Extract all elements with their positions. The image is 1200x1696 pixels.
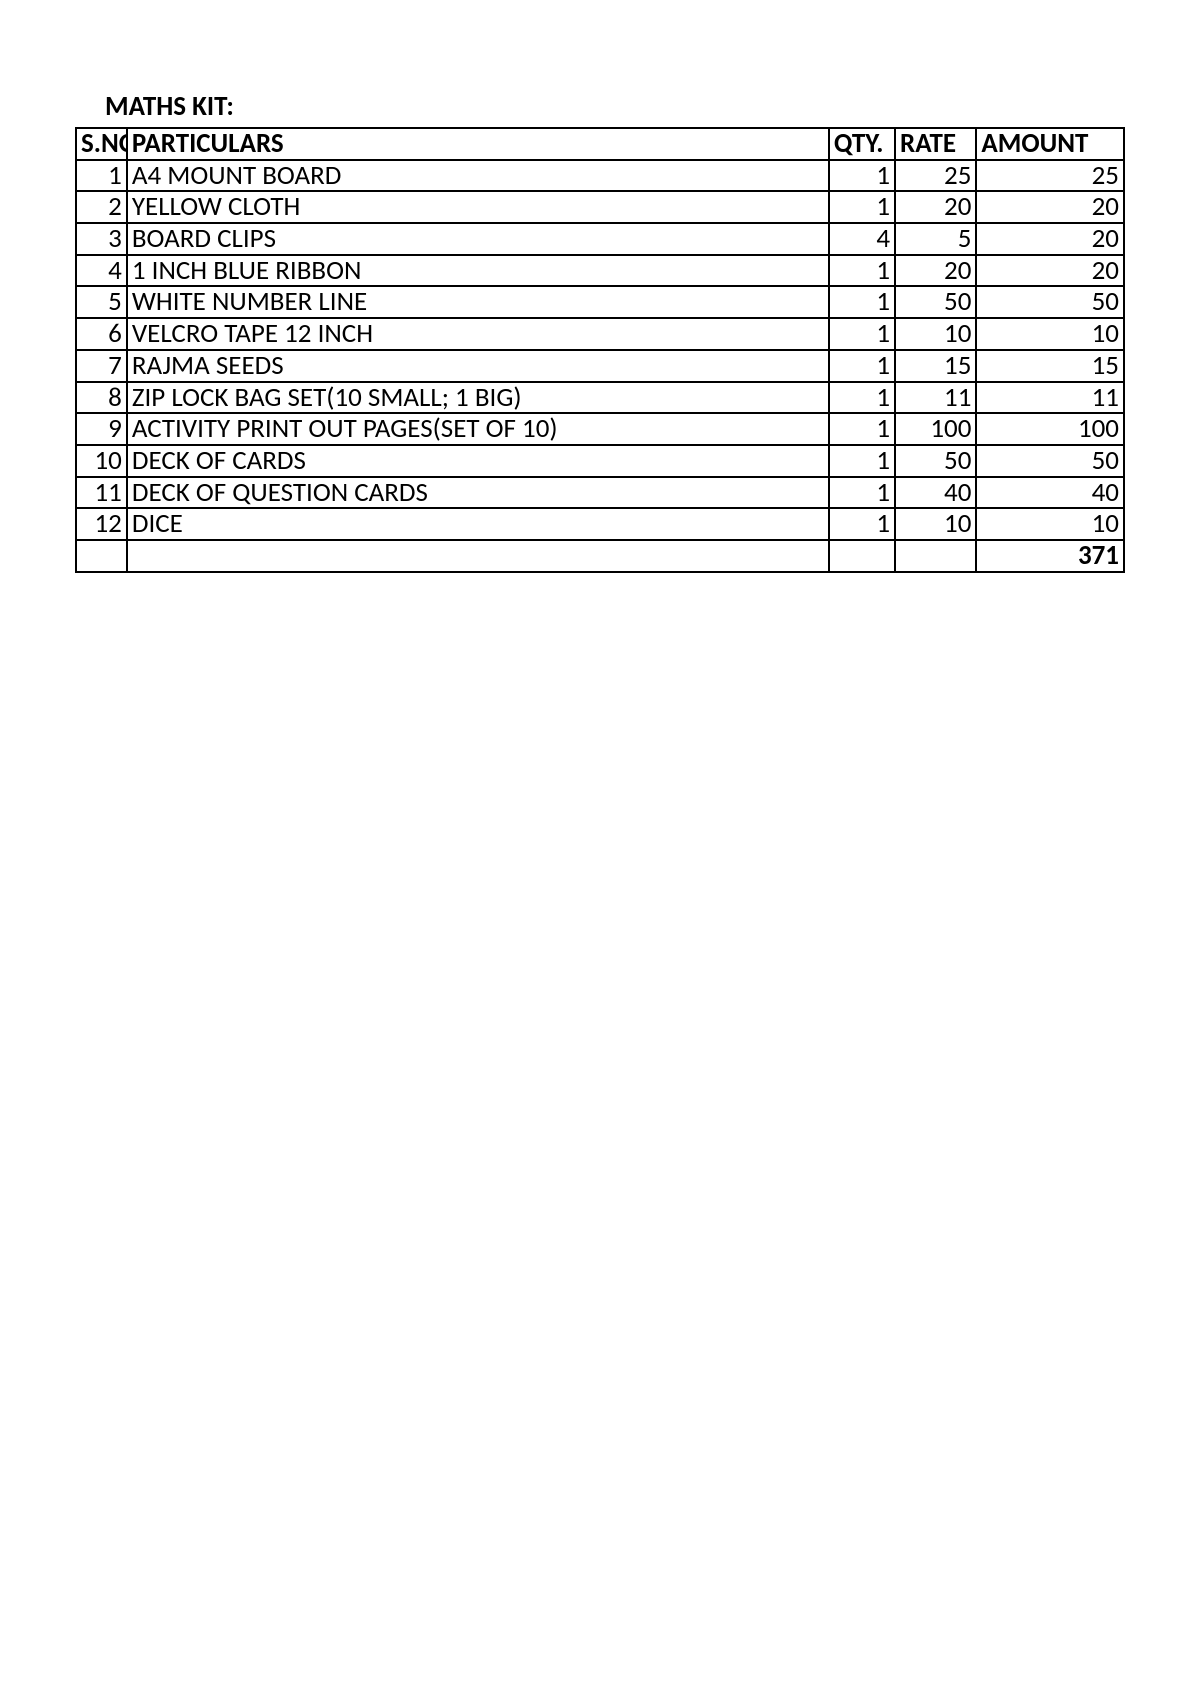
table-row: 1A4 MOUNT BOARD12525 [76,160,1124,192]
cell-rate: 20 [895,255,976,287]
cell-sno: 1 [76,160,127,192]
cell-qty: 1 [829,477,895,509]
cell-qty-empty [829,540,895,572]
table-total-row: 371 [76,540,1124,572]
cell-sno: 8 [76,382,127,414]
cell-qty: 1 [829,508,895,540]
cell-particulars: YELLOW CLOTH [127,191,829,223]
table-row: 6VELCRO TAPE 12 INCH11010 [76,318,1124,350]
table-row: 5WHITE NUMBER LINE15050 [76,286,1124,318]
cell-sno: 9 [76,413,127,445]
cell-amount: 10 [976,508,1124,540]
cell-qty: 1 [829,286,895,318]
cell-particulars: 1 INCH BLUE RIBBON [127,255,829,287]
cell-sno: 10 [76,445,127,477]
cell-qty: 1 [829,160,895,192]
table-header-row: S.NO PARTICULARS QTY. RATE AMOUNT [76,128,1124,160]
cell-amount: 10 [976,318,1124,350]
col-header-amount: AMOUNT [976,128,1124,160]
cell-rate: 50 [895,286,976,318]
cell-particulars: ACTIVITY PRINT OUT PAGES(SET OF 10) [127,413,829,445]
table-row: 11DECK OF QUESTION CARDS14040 [76,477,1124,509]
cell-rate: 40 [895,477,976,509]
cell-amount: 20 [976,255,1124,287]
cell-qty: 1 [829,255,895,287]
cell-rate: 10 [895,508,976,540]
maths-kit-table: S.NO PARTICULARS QTY. RATE AMOUNT 1A4 MO… [75,127,1125,573]
cell-sno: 11 [76,477,127,509]
cell-amount: 15 [976,350,1124,382]
cell-rate: 50 [895,445,976,477]
cell-particulars: BOARD CLIPS [127,223,829,255]
cell-particulars: A4 MOUNT BOARD [127,160,829,192]
cell-rate: 15 [895,350,976,382]
cell-amount: 100 [976,413,1124,445]
cell-rate: 11 [895,382,976,414]
table-row: 8ZIP LOCK BAG SET(10 SMALL; 1 BIG)11111 [76,382,1124,414]
table-row: 10DECK OF CARDS15050 [76,445,1124,477]
cell-rate: 10 [895,318,976,350]
cell-qty: 1 [829,445,895,477]
col-header-qty: QTY. [829,128,895,160]
cell-particulars: DECK OF CARDS [127,445,829,477]
table-row: 2YELLOW CLOTH12020 [76,191,1124,223]
cell-rate: 25 [895,160,976,192]
cell-amount: 20 [976,223,1124,255]
cell-qty: 1 [829,318,895,350]
cell-particulars: WHITE NUMBER LINE [127,286,829,318]
col-header-particulars: PARTICULARS [127,128,829,160]
cell-amount: 50 [976,445,1124,477]
table-row: 12DICE11010 [76,508,1124,540]
col-header-rate: RATE [895,128,976,160]
cell-rate: 5 [895,223,976,255]
cell-rate-empty [895,540,976,572]
cell-sno: 6 [76,318,127,350]
cell-sno: 12 [76,508,127,540]
cell-particulars: VELCRO TAPE 12 INCH [127,318,829,350]
cell-sno: 3 [76,223,127,255]
table-row: 9ACTIVITY PRINT OUT PAGES(SET OF 10)1100… [76,413,1124,445]
cell-particulars: ZIP LOCK BAG SET(10 SMALL; 1 BIG) [127,382,829,414]
cell-qty: 1 [829,350,895,382]
col-header-sno: S.NO [76,128,127,160]
cell-rate: 20 [895,191,976,223]
table-row: 3BOARD CLIPS4520 [76,223,1124,255]
cell-qty: 4 [829,223,895,255]
cell-sno: 4 [76,255,127,287]
cell-qty: 1 [829,413,895,445]
cell-qty: 1 [829,382,895,414]
cell-amount: 40 [976,477,1124,509]
cell-sno: 7 [76,350,127,382]
cell-particulars: RAJMA SEEDS [127,350,829,382]
cell-amount: 25 [976,160,1124,192]
cell-sno-empty [76,540,127,572]
cell-amount: 20 [976,191,1124,223]
cell-sno: 5 [76,286,127,318]
cell-particulars: DECK OF QUESTION CARDS [127,477,829,509]
cell-part-empty [127,540,829,572]
cell-rate: 100 [895,413,976,445]
table-row: 7RAJMA SEEDS11515 [76,350,1124,382]
cell-amount: 11 [976,382,1124,414]
page-title: MATHS KIT: [105,90,1125,123]
cell-amount: 50 [976,286,1124,318]
cell-sno: 2 [76,191,127,223]
cell-total-amount: 371 [976,540,1124,572]
document-page: MATHS KIT: S.NO PARTICULARS QTY. RATE AM… [0,0,1200,573]
cell-particulars: DICE [127,508,829,540]
cell-qty: 1 [829,191,895,223]
table-row: 41 INCH BLUE RIBBON12020 [76,255,1124,287]
